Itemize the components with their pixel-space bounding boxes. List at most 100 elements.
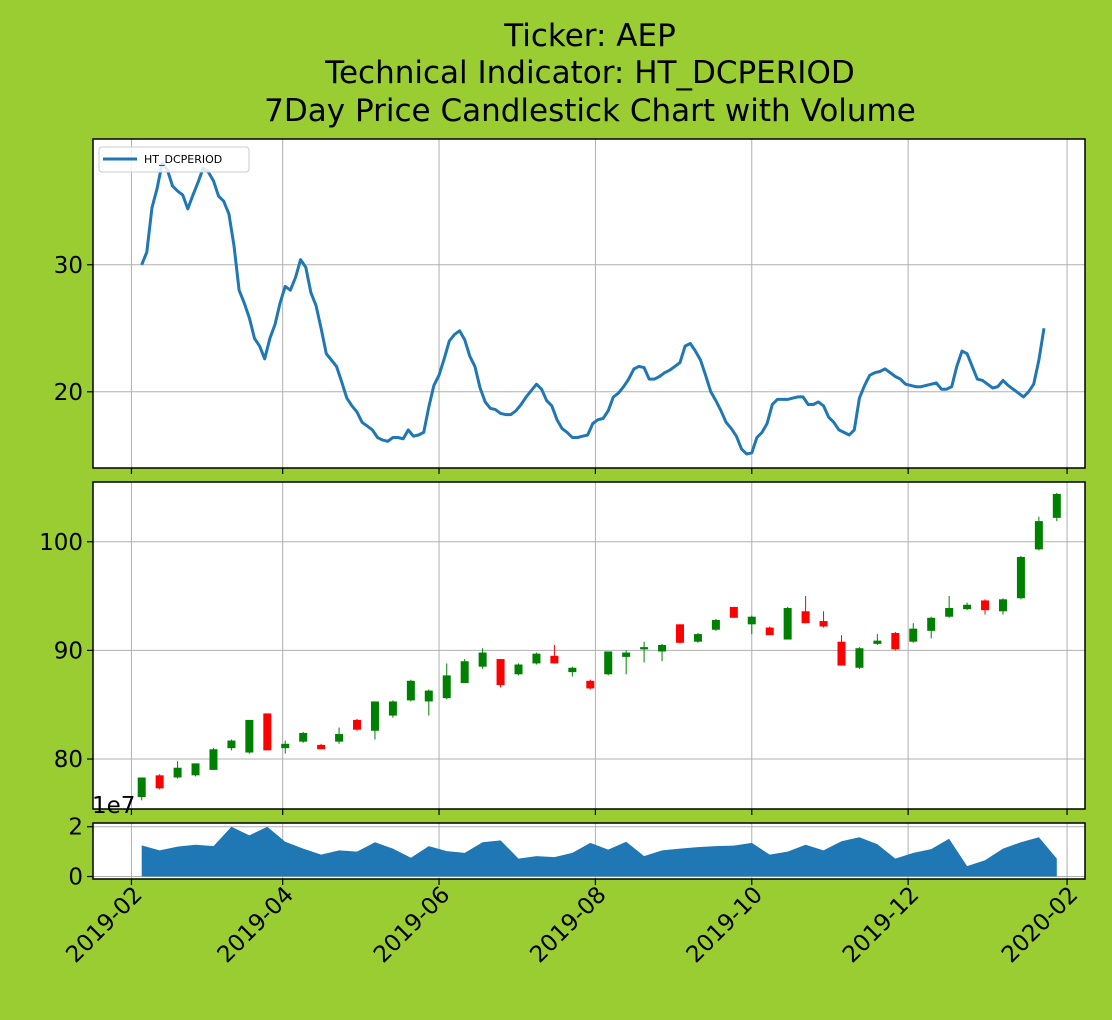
candlestick [353,718,362,731]
candlestick [406,679,415,702]
y-tick-label: 0 [68,865,83,891]
candlestick [711,618,720,631]
y-tick-label: 90 [54,638,83,664]
candle-body [227,740,236,749]
candlestick [622,650,631,675]
candlestick [963,602,972,611]
candlestick [532,652,541,665]
candle-body [137,777,146,798]
candlestick [370,701,379,740]
candlestick [801,596,810,624]
y-tick-label: 100 [39,530,83,556]
candle-body [209,749,218,770]
candlestick [693,633,702,643]
candle-body [765,627,774,636]
candlestick [1034,516,1043,551]
candlestick [837,635,846,666]
ht-dcperiod-line [140,161,1046,456]
candle-body [532,653,541,664]
chart-title-line-2: Technical Indicator: HT_DCPERIOD [324,55,854,91]
y-tick-label: 80 [54,747,83,773]
candle-body [263,713,272,751]
candlestick [335,727,344,744]
candlestick [478,648,487,669]
candlestick [137,777,146,801]
candle-body [155,775,164,789]
candlestick [873,634,882,645]
candlestick [981,599,990,615]
candle-body [1034,521,1043,550]
candle-body [1016,556,1025,599]
x-tick-label: 2019-10 [682,882,768,968]
candlestick [729,606,738,618]
candlestick [855,647,864,669]
candlestick [281,740,290,754]
candlestick [460,659,469,683]
x-tick-label: 2019-02 [61,882,147,968]
candle-body [514,664,523,675]
legend-box [98,146,250,173]
x-tick-label: 2019-04 [213,882,299,968]
candle-body [245,719,254,753]
candlestick [496,659,505,688]
plot-border [92,481,1086,810]
candlestick [263,713,272,751]
candle-body [1052,493,1061,518]
candlestick [424,689,433,716]
candlestick [442,663,451,700]
candle-body [927,617,936,631]
x-tick-label: 2019-06 [369,882,455,968]
candlestick [675,624,684,644]
volume-area [141,826,1057,877]
chart-title-line-1: Ticker: AEP [503,18,676,54]
candle-body [693,634,702,642]
legend-label: HT_DCPERIOD [144,153,222,166]
candlestick [783,606,792,640]
candle-body [442,675,451,699]
candle-body [909,628,918,642]
legend: HT_DCPERIOD [98,146,250,173]
candlestick [1052,492,1061,522]
candlestick [1016,555,1025,600]
candlestick [191,763,200,777]
candle-body [478,652,487,667]
candle-body [873,640,882,644]
candlestick [245,719,254,754]
candle-body [819,621,828,627]
candlestick [299,731,308,743]
candle-body [945,608,954,617]
candle-body [299,732,308,742]
candlestick [514,663,523,676]
candlestick [155,774,164,790]
candle-body [640,647,649,650]
candle-body [622,652,631,657]
candle-body [173,767,182,778]
candle-body [460,661,469,683]
volume-offset-label: 1e7 [92,793,135,819]
candlestick [317,743,326,750]
candle-body [550,655,559,664]
candle-body [191,763,200,776]
candle-body [496,659,505,686]
x-tick-label: 2019-12 [838,882,924,968]
candle-body [747,616,756,625]
candle-body [317,744,326,750]
candlestick [209,748,218,770]
candle-body [963,604,972,610]
candle-body [981,600,990,611]
candle-body [675,624,684,643]
candlestick [819,611,828,628]
candlestick [945,596,954,618]
candle-body [801,611,810,624]
y-tick-label: 30 [54,253,83,279]
candlestick [173,761,182,779]
candlestick [227,739,236,751]
candle-body [335,734,344,742]
x-axis: 2019-02 2019-04 2019-06 2019-08 2019-10 2019-… [61,882,1083,968]
candle-body [353,719,362,730]
x-tick-label: 2019-08 [525,882,611,968]
candle-body [658,644,667,652]
candlestick [568,666,577,677]
